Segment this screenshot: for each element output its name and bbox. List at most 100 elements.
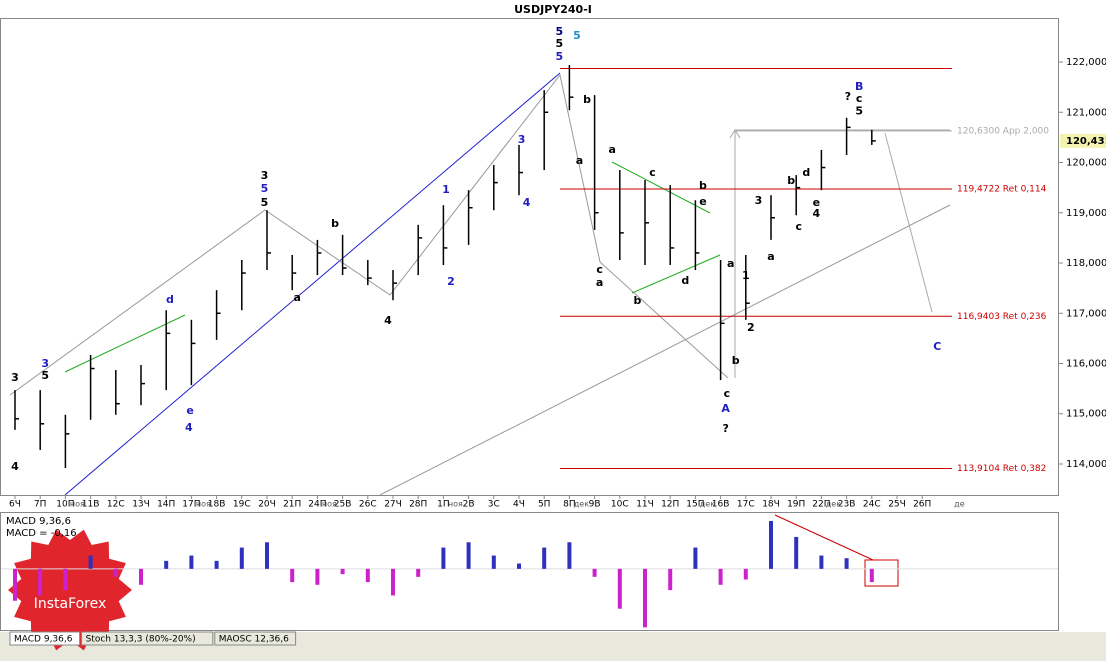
macd-bar [491, 555, 496, 569]
macd-bar [239, 547, 244, 569]
price-panel [0, 18, 1059, 496]
wave-label: b [634, 294, 642, 307]
wave-label: 5 [261, 196, 269, 209]
wave-label: 5 [261, 182, 269, 195]
wave-label: d [681, 274, 689, 287]
month-label: де [954, 500, 965, 509]
macd-bar [643, 568, 647, 628]
x-tick-label: 13Ч [132, 500, 150, 510]
macd-value: MACD = -0,16 [6, 528, 77, 539]
wave-label: ? [845, 90, 851, 103]
macd-bar [743, 568, 748, 580]
wave-label: 3 [41, 357, 49, 370]
wave-label: 5 [855, 104, 863, 117]
x-tick-label: 18В [208, 500, 226, 510]
x-tick-label: 14П [157, 500, 175, 510]
wave-label: 2 [447, 275, 455, 288]
tab-label[interactable]: MACD 9,36,6 [14, 635, 73, 645]
x-tick-label: 26П [913, 500, 931, 510]
trend-line [64, 72, 561, 496]
x-tick-label: 2В [463, 500, 475, 510]
chart-title: USDJPY240-I [514, 3, 592, 16]
macd-bar [718, 568, 723, 585]
wave-label: a [609, 143, 616, 156]
macd-bar [542, 547, 547, 569]
macd-bar [869, 568, 874, 583]
macd-panel [0, 512, 1059, 631]
indicator-tab[interactable] [214, 631, 297, 646]
macd-bar [517, 563, 521, 569]
macd-bar [466, 542, 471, 569]
x-tick-label: 10С [611, 500, 629, 510]
x-tick-label: 17П [182, 500, 200, 510]
x-tick-label: 11В [82, 500, 100, 510]
x-tick-label: 9В [589, 500, 601, 510]
macd-bar [113, 568, 118, 577]
logo-shape [8, 529, 132, 651]
month-label: дек [826, 500, 841, 509]
projection-line [884, 132, 933, 313]
wave-label: B [855, 80, 863, 93]
wave-label: d [166, 293, 174, 306]
wave-label: a [596, 276, 603, 289]
x-tick-label: 27Ч [384, 500, 402, 510]
wave-label: e [186, 404, 193, 417]
y-tick-label: 118,000 [1066, 258, 1106, 269]
x-tick-label: 18Ч [762, 500, 780, 510]
wave-label: 3 [261, 169, 269, 182]
month-label: ноя [448, 500, 463, 509]
indicator-tab[interactable] [9, 631, 81, 646]
wave-label: 5 [573, 29, 581, 42]
wave-label: 4 [523, 196, 531, 209]
wave-label: a [294, 291, 301, 304]
macd-bar [38, 568, 43, 596]
wave-label: a [767, 250, 774, 263]
tab-label[interactable]: MAOSC 12,36,6 [219, 635, 289, 645]
x-tick-label: 10П [56, 500, 74, 510]
wave-label: 3 [518, 133, 526, 146]
wave-label: 4 [384, 314, 392, 327]
wave-label: c [795, 220, 802, 233]
macd-bar [617, 568, 622, 609]
x-tick-label: 4Ч [513, 500, 525, 510]
x-tick-label: 11Ч [636, 500, 654, 510]
arrow-head [729, 129, 741, 139]
wave-label: b [331, 217, 339, 230]
wave-label: c [724, 387, 731, 400]
macd-bar [13, 568, 17, 601]
macd-bar [416, 568, 421, 577]
wave-label: 5 [555, 25, 563, 38]
y-tick-label: 120,000 [1066, 158, 1106, 169]
month-label: дек [574, 500, 589, 509]
x-tick-label: 3С [488, 500, 500, 510]
level-label: 116,9403 Ret 0,236 [957, 312, 1047, 322]
y-tick-label: 116,000 [1066, 359, 1106, 370]
macd-bar [189, 555, 194, 569]
channel-line [64, 314, 186, 373]
month-label: дек [700, 500, 715, 509]
x-tick-label: 5П [538, 500, 551, 510]
macd-bar [139, 568, 143, 585]
channel-line [611, 161, 711, 214]
macd-bar [567, 542, 572, 569]
x-tick-label: 20Ч [258, 500, 276, 510]
x-tick-label: 8П [563, 500, 576, 510]
macd-bar [769, 520, 773, 569]
y-tick-label: 121,000 [1066, 107, 1106, 118]
wave-label: 5 [555, 37, 563, 50]
level-label: 119,4722 Ret 0,114 [957, 185, 1047, 195]
wave-label: ? [722, 422, 728, 435]
indicator-tab[interactable] [81, 631, 214, 646]
channel-line [631, 254, 721, 294]
macd-bar [819, 555, 824, 569]
x-tick-label: 26С [359, 500, 377, 510]
wave-label: 4 [185, 421, 193, 434]
wave-label: C [933, 340, 941, 353]
wave-label: 5 [41, 369, 49, 382]
macd-bar [290, 568, 295, 583]
wave-label: 1 [442, 183, 450, 196]
wave-label: 1 [742, 269, 750, 282]
tab-label[interactable]: Stoch 13,3,3 (80%-20%) [86, 635, 196, 645]
wave-label: 3 [755, 194, 763, 207]
